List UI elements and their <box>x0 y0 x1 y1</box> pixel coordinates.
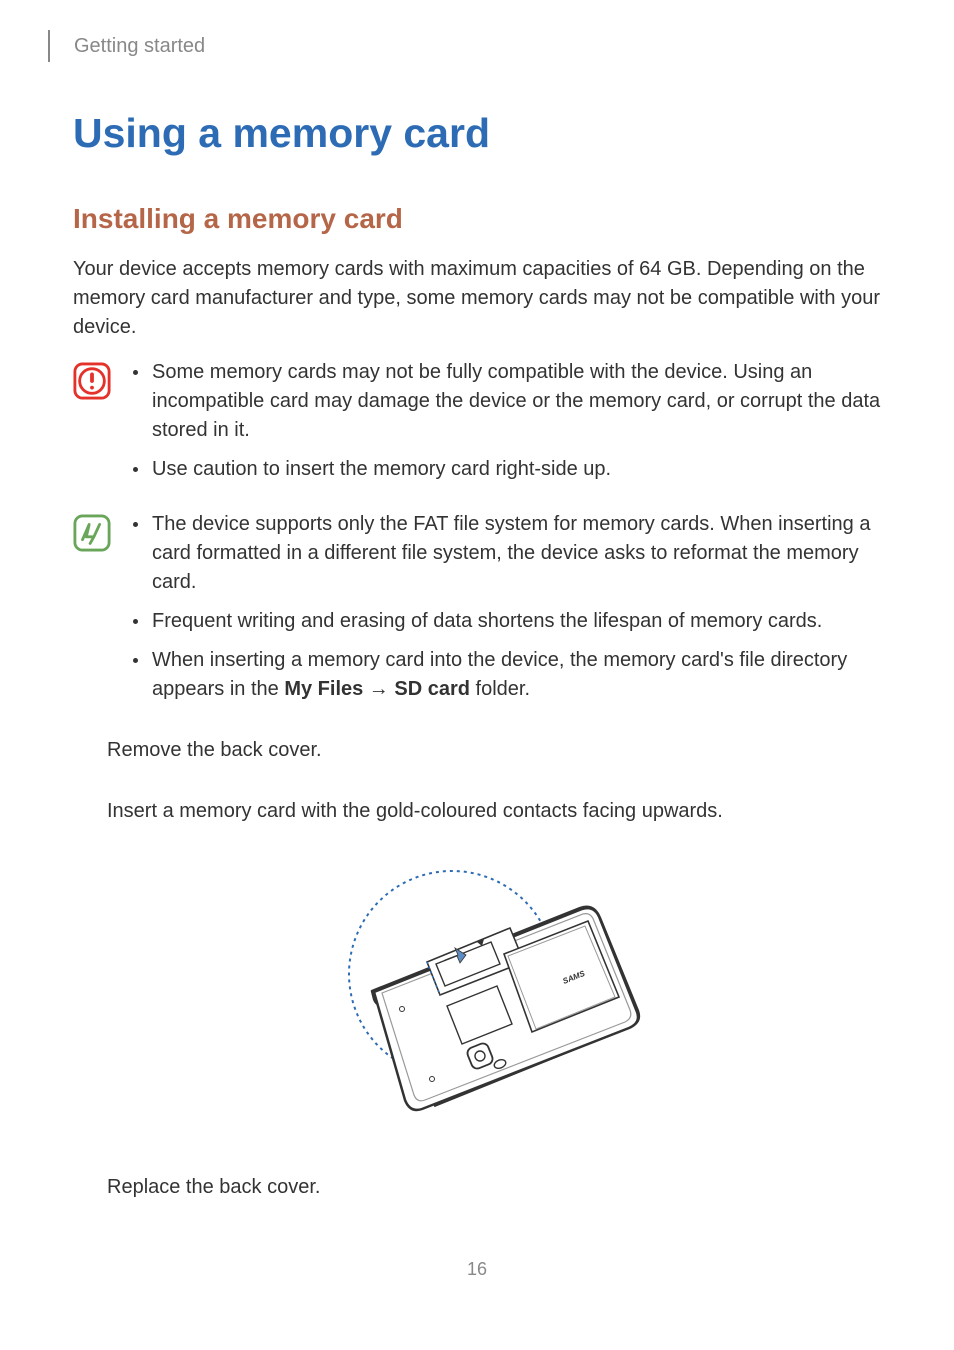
step-1: Remove the back cover. <box>107 736 881 765</box>
steps-block: Remove the back cover. Insert a memory c… <box>107 736 881 1202</box>
section-name: Getting started <box>74 35 205 58</box>
bullet-icon <box>133 370 138 375</box>
intro-paragraph: Your device accepts memory cards with ma… <box>73 255 881 342</box>
section-header: Getting started <box>48 30 881 62</box>
note-item: When inserting a memory card into the de… <box>133 646 881 704</box>
note-callout: The device supports only the FAT file sy… <box>73 510 881 714</box>
bullet-icon <box>133 619 138 624</box>
bullet-icon <box>133 522 138 527</box>
note-item: The device supports only the FAT file sy… <box>133 510 881 597</box>
step-3: Replace the back cover. <box>107 1173 881 1202</box>
warning-text: Some memory cards may not be fully compa… <box>152 358 881 445</box>
page-title: Using a memory card <box>73 110 881 157</box>
warning-item: Some memory cards may not be fully compa… <box>133 358 881 445</box>
warning-icon <box>73 362 111 400</box>
warning-callout: Some memory cards may not be fully compa… <box>73 358 881 494</box>
warning-item: Use caution to insert the memory card ri… <box>133 455 881 484</box>
note-text: Frequent writing and erasing of data sho… <box>152 607 822 636</box>
bullet-icon <box>133 658 138 663</box>
page-number: 16 <box>0 1259 954 1280</box>
note-suffix: folder. <box>470 678 530 700</box>
note-icon <box>73 514 111 552</box>
warning-text: Use caution to insert the memory card ri… <box>152 455 611 484</box>
subsection-title: Installing a memory card <box>73 203 881 235</box>
note-text: When inserting a memory card into the de… <box>152 646 881 704</box>
step-2: Insert a memory card with the gold-colou… <box>107 797 881 826</box>
note-item: Frequent writing and erasing of data sho… <box>133 607 881 636</box>
arrow-text: → <box>363 678 394 700</box>
note-text: The device supports only the FAT file sy… <box>152 510 881 597</box>
bullet-icon <box>133 467 138 472</box>
my-files-label: My Files <box>284 678 363 700</box>
device-illustration: SAMS <box>107 866 881 1121</box>
sd-card-label: SD card <box>394 678 470 700</box>
